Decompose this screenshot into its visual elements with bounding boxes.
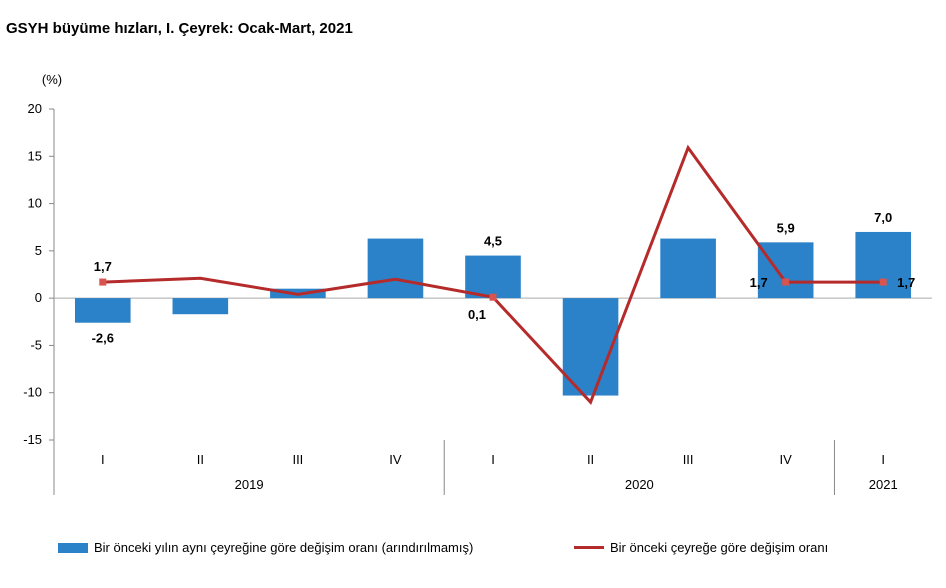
line-point (99, 278, 107, 286)
bar (465, 255, 521, 299)
legend-line-label: Bir önceki çeyreğe göre değişim oranı (610, 540, 829, 555)
y-tick-label: -15 (23, 432, 42, 447)
x-tick-label: I (491, 452, 495, 467)
bar-data-label: 7,0 (874, 210, 892, 225)
y-tick-label: 10 (28, 196, 42, 211)
bar (367, 238, 424, 299)
chart-title: GSYH büyüme hızları, I. Çeyrek: Ocak-Mar… (6, 20, 353, 37)
line-point (879, 278, 887, 286)
legend-bar-label: Bir önceki yılın aynı çeyreğine göre değ… (94, 540, 474, 555)
line-point (782, 278, 790, 286)
x-tick-label: I (881, 452, 885, 467)
x-tick-label: I (101, 452, 105, 467)
line-point (489, 293, 497, 301)
bar (74, 298, 131, 323)
bar (660, 238, 716, 299)
legend-bar-swatch (58, 542, 88, 553)
x-year-label: 2019 (235, 477, 264, 492)
y-tick-label: 15 (28, 148, 42, 163)
line-data-label: 1,7 (750, 275, 768, 290)
y-unit-label: (%) (42, 72, 62, 87)
y-tick-label: 0 (35, 290, 42, 305)
x-year-label: 2021 (869, 477, 898, 492)
y-tick-label: -5 (30, 337, 42, 352)
bar-data-label: 4,5 (484, 234, 502, 249)
y-tick-label: 20 (28, 101, 42, 116)
bar (172, 298, 229, 315)
line-data-label: 0,1 (468, 307, 486, 322)
bar-data-label: 5,9 (777, 220, 795, 235)
legend-item-line: Bir önceki çeyreğe göre değişim oranı (574, 540, 828, 555)
bar (757, 242, 814, 299)
bar (855, 231, 912, 299)
chart-canvas: (%)20 15 10 5 0 -5 -10 -15 -2,6 4,5 5,9 7,0 1,7 0,1 1,… (23, 72, 932, 495)
x-tick-label: IV (780, 452, 793, 467)
legend-line-swatch (574, 546, 604, 549)
x-year-label: 2020 (625, 477, 654, 492)
y-tick-label: 5 (35, 243, 42, 258)
bar (562, 298, 619, 396)
y-tick-label: -10 (23, 385, 42, 400)
line-data-label: 1,7 (94, 259, 112, 274)
line-data-label: 1,7 (897, 275, 915, 290)
x-tick-label: III (292, 452, 303, 467)
bar-data-label: -2,6 (92, 331, 114, 346)
x-tick-label: IV (389, 452, 402, 467)
legend-item-bar: Bir önceki yılın aynı çeyreğine göre değ… (58, 540, 473, 555)
x-tick-label: II (587, 452, 594, 467)
x-tick-label: III (683, 452, 694, 467)
x-tick-label: II (197, 452, 204, 467)
